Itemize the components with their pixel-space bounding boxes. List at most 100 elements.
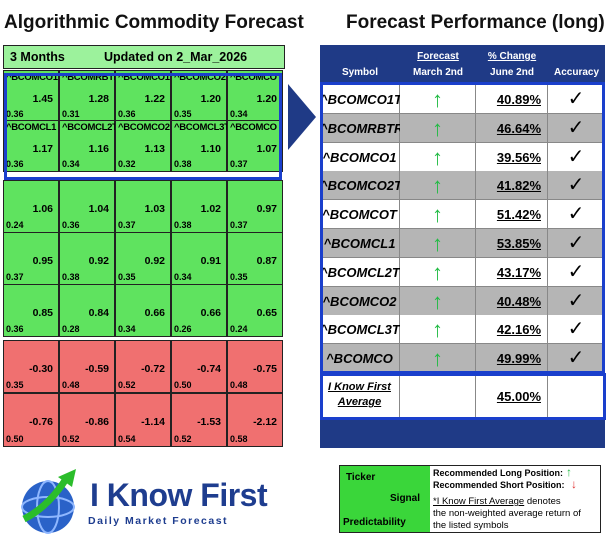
grid-cell: -0.86 0.52 [59, 393, 115, 447]
up-arrow-icon: ↑ [400, 85, 476, 114]
cell-ticker: ^BCOMCL1 [6, 122, 57, 133]
cell-ticker: ^BCOMCO [230, 122, 277, 133]
check-icon: ✓ [548, 315, 605, 345]
cell-predictability: 0.36 [6, 324, 24, 334]
row-change: 39.56% [476, 142, 548, 172]
performance-row: ^BCOMCL2T ↑ 43.17% ✓ [320, 257, 605, 287]
grid-cell: ^BCOMCL3T 1.10 0.38 [171, 120, 228, 172]
cell-predictability: 0.58 [230, 434, 248, 444]
arrow-right-icon [288, 84, 316, 150]
change-date-header: June 2nd [490, 67, 534, 78]
cell-signal: 0.84 [88, 307, 109, 319]
grid-cell: -0.59 0.48 [59, 340, 115, 393]
cell-predictability: 0.34 [62, 159, 80, 169]
row-change: 41.82% [476, 171, 548, 201]
left-title: Algorithmic Commodity Forecast [4, 12, 304, 33]
check-icon: ✓ [548, 286, 605, 316]
grid-cell: -0.72 0.52 [115, 340, 171, 393]
cell-predictability: 0.31 [62, 109, 80, 119]
cell-signal: 0.66 [200, 307, 221, 319]
performance-row: ^BCOMCO2T ↑ 41.82% ✓ [320, 171, 605, 201]
average-label-line1: I Know First [328, 381, 391, 393]
cell-predictability: 0.54 [118, 434, 136, 444]
row-change: 40.48% [476, 286, 548, 316]
cell-predictability: 0.35 [174, 109, 192, 119]
legend-predictability: Predictability [343, 517, 406, 528]
legend-note-line1: *I Know First Average denotes [433, 496, 561, 507]
cell-signal: -1.53 [197, 416, 221, 428]
cell-ticker: ^BCOMCO2T [174, 72, 228, 83]
cell-signal: 1.07 [256, 143, 277, 155]
logo: I Know First Daily Market Forecast [18, 467, 288, 537]
cell-predictability: 0.48 [62, 380, 80, 390]
row-symbol: ^BCOMCO [320, 344, 400, 374]
cell-signal: 1.03 [144, 203, 165, 215]
cell-predictability: 0.37 [230, 220, 248, 230]
average-value: 45.00% [476, 374, 548, 420]
forecast-date-header: March 2nd [412, 67, 463, 78]
average-label-line2: Average [337, 396, 382, 408]
check-icon: ✓ [548, 229, 605, 258]
row-symbol: ^BCOMCO2 [320, 286, 400, 316]
performance-row: ^BCOMCO2 ↑ 40.48% ✓ [320, 286, 605, 316]
row-change: 46.64% [476, 113, 548, 143]
legend-signal: Signal [390, 493, 421, 504]
cell-predictability: 0.38 [174, 220, 192, 230]
cell-predictability: 0.35 [230, 272, 248, 282]
cell-signal: -0.59 [85, 363, 109, 375]
grid-cell: 0.91 0.34 [171, 232, 227, 285]
cell-ticker: ^BCOMRBTR [62, 72, 116, 83]
cell-signal: 1.04 [88, 203, 109, 215]
grid-cell: 0.84 0.28 [59, 284, 115, 337]
cell-predictability: 0.50 [6, 434, 24, 444]
legend-ticker: Ticker [346, 472, 376, 483]
legend-short: Recommended Short Position: [433, 480, 565, 490]
average-row: I Know First Average 45.00% [320, 374, 605, 420]
cell-predictability: 0.50 [174, 380, 192, 390]
cell-predictability: 0.36 [118, 109, 136, 119]
performance-row: ^BCOMCO1 ↑ 39.56% ✓ [320, 142, 605, 172]
up-arrow-icon: ↑ [400, 142, 476, 172]
cell-signal: 0.91 [200, 255, 221, 267]
cell-signal: -2.12 [253, 416, 277, 428]
up-arrow-icon: ↑ [400, 229, 476, 258]
left-header: 3 Months Updated on 2_Mar_2026 [3, 45, 285, 69]
grid-cell: 0.85 0.36 [3, 284, 59, 337]
cell-signal: 1.20 [200, 93, 221, 105]
cell-ticker: ^BCOMCOT [230, 72, 283, 83]
cell-signal: 0.87 [256, 255, 277, 267]
performance-highlight [320, 82, 605, 374]
grid-cell: ^BCOMCL2T 1.16 0.34 [59, 120, 116, 172]
grid-cell: 0.92 0.38 [59, 232, 115, 285]
grid-cell: -2.12 0.58 [227, 393, 283, 447]
cell-signal: -0.75 [253, 363, 277, 375]
cell-predictability: 0.32 [118, 159, 136, 169]
cell-signal: -1.14 [141, 416, 165, 428]
cell-signal: -0.30 [29, 363, 53, 375]
legend-note-prefix: *I Know First Average [433, 496, 525, 507]
cell-signal: 1.02 [200, 203, 221, 215]
globe-arrow-icon [21, 469, 76, 534]
row-symbol: ^BCOMCO1 [320, 142, 400, 172]
updated-label: Updated on 2_Mar_2026 [104, 50, 248, 64]
legend-note-line2: the non-weighted average return of [433, 508, 581, 519]
cell-signal: 1.22 [144, 93, 165, 105]
cell-signal: 0.66 [144, 307, 165, 319]
check-icon: ✓ [548, 113, 605, 143]
grid-cell: -1.14 0.54 [115, 393, 171, 447]
cell-predictability: 0.37 [6, 272, 24, 282]
right-title: Forecast Performance (long) [346, 12, 605, 33]
cell-ticker: ^BCOMCL3T [174, 122, 228, 133]
row-change: 42.16% [476, 315, 548, 345]
grid-cell: ^BCOMCO2 1.13 0.32 [115, 120, 171, 172]
logo-name: I Know First [90, 477, 268, 513]
cell-predictability: 0.34 [230, 109, 248, 119]
grid-cell: 1.03 0.37 [115, 180, 171, 233]
cell-predictability: 0.35 [6, 380, 24, 390]
grid-cell: 1.06 0.24 [3, 180, 59, 233]
cell-signal: 0.97 [256, 203, 277, 215]
legend-long: Recommended Long Position: [433, 468, 564, 478]
up-arrow-icon: ↑ [400, 257, 476, 287]
row-change: 53.85% [476, 229, 548, 258]
cell-ticker: ^BCOMCO1 [118, 72, 170, 83]
